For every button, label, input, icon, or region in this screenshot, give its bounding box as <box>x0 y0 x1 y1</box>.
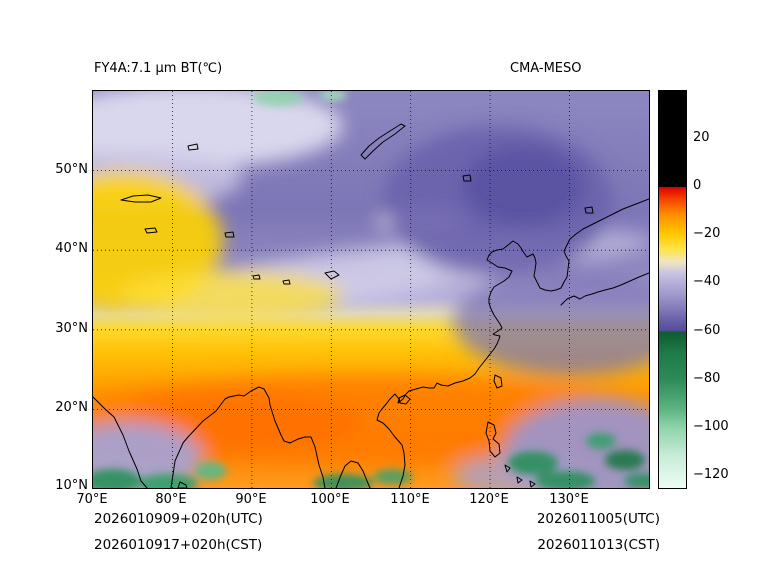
colorbar-tick-label: −40 <box>693 274 721 289</box>
x-axis-tick-label: 120°E <box>469 492 509 507</box>
x-axis-tick-label: 80°E <box>155 492 187 507</box>
y-axis-tick-label: 40°N <box>55 241 88 256</box>
convective-cores <box>93 91 649 488</box>
colorbar-tick-label: −100 <box>693 419 729 434</box>
bt-field-blobs <box>93 91 649 488</box>
plot-title-left: FY4A:7.1 μm BT(℃) <box>94 61 223 76</box>
x-axis-tick-label: 110°E <box>390 492 430 507</box>
valid-time-utc: 2026011005(UTC) <box>536 511 660 527</box>
x-axis-tick-label: 130°E <box>549 492 589 507</box>
x-axis-tick-label: 70°E <box>76 492 108 507</box>
valid-time-cst: 2026011013(CST) <box>537 537 660 553</box>
y-axis-tick-label: 10°N <box>55 478 88 493</box>
init-time-cst: 2026010917+020h(CST) <box>94 537 263 553</box>
colorbar-tick-label: −120 <box>693 467 729 482</box>
colorbar <box>658 90 687 489</box>
x-axis-tick-label: 100°E <box>310 492 350 507</box>
y-axis-tick-label: 20°N <box>55 400 88 415</box>
x-axis-tick-label: 90°E <box>235 492 267 507</box>
colorbar-tick-label: 20 <box>693 130 710 145</box>
bt-heatmap-canvas <box>93 91 649 488</box>
plot-title-right: CMA-MESO <box>510 61 582 76</box>
graticule-grid <box>93 91 649 488</box>
coastlines <box>93 123 649 488</box>
y-axis-tick-label: 30°N <box>55 321 88 336</box>
map-plot-area <box>92 90 650 489</box>
init-time-utc: 2026010909+020h(UTC) <box>94 511 263 527</box>
colorbar-tick-label: 0 <box>693 178 702 193</box>
y-axis-tick-label: 50°N <box>55 162 88 177</box>
colorbar-tick-label: −80 <box>693 371 721 386</box>
colorbar-tick-label: −60 <box>693 323 721 338</box>
colorbar-tick-label: −20 <box>693 226 721 241</box>
